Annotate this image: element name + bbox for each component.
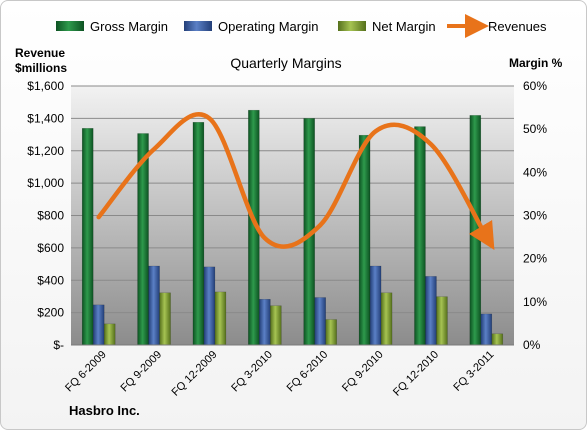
legend-label-gross-margin: Gross Margin xyxy=(90,19,168,34)
right-tick-label: 30% xyxy=(523,209,547,223)
bar-gross-margin xyxy=(81,128,94,346)
left-tick-label: $1,600 xyxy=(27,79,64,93)
company-label: Hasbro Inc. xyxy=(69,403,140,418)
left-tick-label: $200 xyxy=(37,306,64,320)
left-tick-label: $1,000 xyxy=(27,176,64,190)
right-axis-ticks: 0% 10% 20% 30% 40% 50% 60% xyxy=(523,79,547,352)
legend: Gross Margin Operating Margin Net Margin… xyxy=(56,14,547,38)
right-tick-label: 50% xyxy=(523,122,547,136)
left-axis-label-line1: Revenue xyxy=(15,46,65,60)
chart-title: Quarterly Margins xyxy=(230,55,341,71)
right-axis-label: Margin % xyxy=(509,56,563,70)
x-tick-label: FQ 12-2010 xyxy=(391,349,441,399)
right-tick-label: 10% xyxy=(523,295,547,309)
x-axis-ticks: FQ 6-2009 FQ 9-2009 FQ 12-2009 FQ 3-2010 FQ … xyxy=(63,349,496,399)
x-tick-label: FQ 9-2010 xyxy=(340,349,386,395)
bar-net-margin xyxy=(270,305,282,346)
x-tick-label: FQ 3-2010 xyxy=(229,349,275,395)
x-tick-label: FQ 9-2009 xyxy=(119,349,165,395)
legend-swatch-operating-margin xyxy=(184,21,212,31)
left-axis-ticks: $- $200 $400 $600 $800 $1,000 $1,200 $1,400 $1,6… xyxy=(27,79,64,352)
x-tick-label: FQ 6-2009 xyxy=(63,349,109,395)
bar-gross-margin xyxy=(469,115,482,346)
left-tick-label: $600 xyxy=(37,241,64,255)
x-tick-label: FQ 3-2011 xyxy=(451,349,496,394)
right-tick-label: 60% xyxy=(523,79,547,93)
legend-swatch-gross-margin xyxy=(56,21,84,31)
bar-net-margin xyxy=(103,323,116,346)
bar-net-margin xyxy=(159,292,171,346)
x-tick-label: FQ 12-2009 xyxy=(170,349,220,399)
left-tick-label: $1,200 xyxy=(27,144,64,158)
left-tick-label: $- xyxy=(53,338,64,352)
bar-operating-margin xyxy=(203,266,216,346)
revenues-line-layer xyxy=(96,112,495,251)
bar-operating-margin xyxy=(369,265,382,346)
bar-operating-margin xyxy=(148,265,160,346)
legend-label-revenues: Revenues xyxy=(488,19,547,34)
left-tick-label: $400 xyxy=(37,273,64,287)
legend-swatch-net-margin xyxy=(338,21,366,31)
bar-operating-margin xyxy=(480,313,493,346)
bar-operating-margin xyxy=(425,276,437,346)
revenues-line xyxy=(96,112,495,251)
right-tick-label: 0% xyxy=(523,338,541,352)
bar-operating-margin xyxy=(259,298,271,346)
left-axis-label-line2: $millions xyxy=(15,61,67,75)
bar-gross-margin xyxy=(414,126,426,346)
right-tick-label: 40% xyxy=(523,165,547,179)
bar-net-margin xyxy=(380,292,393,346)
bar-net-margin xyxy=(214,291,227,346)
bar-operating-margin xyxy=(314,297,326,346)
right-tick-label: 20% xyxy=(523,252,547,266)
x-tick-label: FQ 6-2010 xyxy=(285,349,331,395)
bar-net-margin xyxy=(436,296,448,346)
bar-operating-margin xyxy=(92,304,105,346)
left-tick-label: $800 xyxy=(37,209,64,223)
legend-label-net-margin: Net Margin xyxy=(372,19,436,34)
bars xyxy=(81,109,504,346)
bar-net-margin xyxy=(325,319,337,346)
left-tick-label: $1,400 xyxy=(27,111,64,125)
legend-label-operating-margin: Operating Margin xyxy=(218,19,318,34)
bar-gross-margin xyxy=(358,134,371,346)
bar-net-margin xyxy=(491,333,504,346)
bar-gross-margin xyxy=(192,122,205,346)
